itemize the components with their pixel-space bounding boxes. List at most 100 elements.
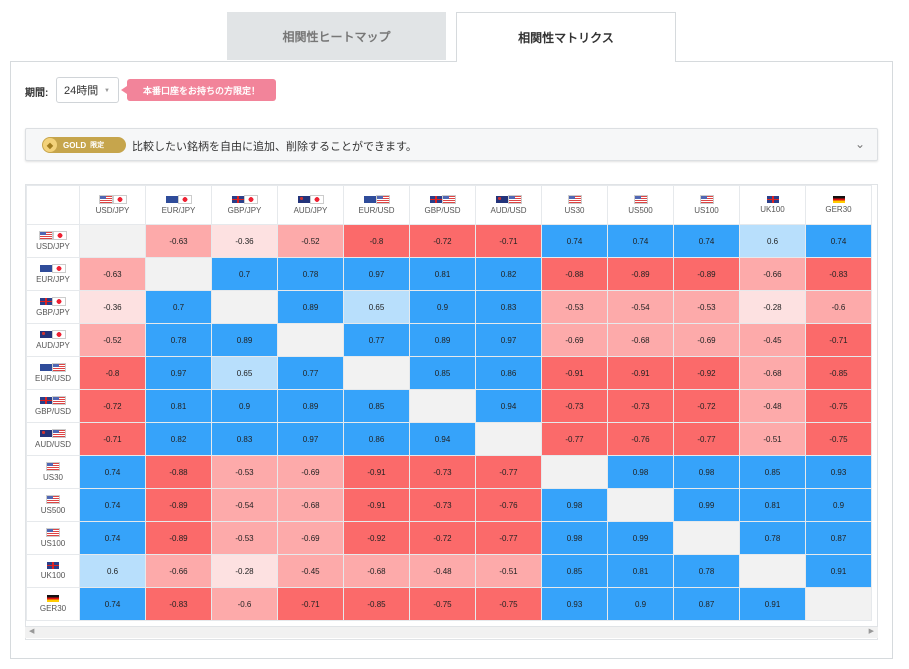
flag-jp-icon — [243, 194, 258, 204]
correlation-cell: 0.82 — [475, 257, 542, 291]
correlation-cell: 0.83 — [475, 290, 542, 324]
correlation-cell: 0.9 — [805, 488, 872, 522]
column-header: EUR/JPY — [145, 185, 212, 225]
column-header-label: USD/JPY — [95, 205, 130, 215]
expand-chevron-icon[interactable]: ⌄ — [854, 137, 865, 151]
correlation-cell: 0.74 — [607, 224, 674, 258]
tab-heatmap[interactable]: 相関性ヒートマップ — [227, 12, 446, 60]
period-select[interactable]: 24時間 ▼ — [56, 77, 119, 103]
correlation-cell: -0.52 — [79, 323, 146, 357]
correlation-cell: 0.74 — [79, 587, 146, 621]
correlation-cell: -0.68 — [739, 356, 806, 390]
correlation-cell: 0.77 — [343, 323, 410, 357]
correlation-cell: -0.72 — [79, 389, 146, 423]
correlation-cell: 0.87 — [805, 521, 872, 555]
correlation-cell: 0.78 — [277, 257, 344, 291]
correlation-cell: 0.81 — [739, 488, 806, 522]
column-header: GER30 — [805, 185, 872, 225]
flag-jp-icon — [52, 263, 66, 273]
correlation-cell: -0.28 — [739, 290, 806, 324]
tab-matrix[interactable]: 相関性マトリクス — [456, 12, 676, 62]
correlation-cell: 0.6 — [79, 554, 146, 588]
correlation-cell: -0.92 — [343, 521, 410, 555]
row-header-label: GER30 — [39, 603, 67, 613]
column-header: EUR/USD — [343, 185, 410, 225]
correlation-cell: -0.73 — [409, 488, 476, 522]
correlation-cell: -0.71 — [475, 224, 542, 258]
correlation-cell: 0.7 — [211, 257, 278, 291]
correlation-cell: 0.94 — [475, 389, 542, 423]
correlation-cell: -0.48 — [739, 389, 806, 423]
horizontal-scrollbar[interactable]: ◀ ▶ — [25, 626, 878, 638]
correlation-cell: -0.75 — [805, 422, 872, 456]
correlation-cell: -0.91 — [343, 488, 410, 522]
flag-de-icon — [47, 594, 59, 602]
column-header: GBP/JPY — [211, 185, 278, 225]
flag-us-icon — [52, 362, 66, 372]
correlation-cell: -0.73 — [541, 389, 608, 423]
correlation-cell: 0.65 — [343, 290, 410, 324]
correlation-cell: -0.68 — [607, 323, 674, 357]
row-header-label: US500 — [40, 505, 66, 515]
flag-us-icon — [46, 461, 60, 471]
gold-feature-bar[interactable]: ◆ GOLD 限定 比較したい銘柄を自由に追加、削除することができます。 ⌄ — [25, 128, 878, 161]
flag-us-icon — [46, 494, 60, 504]
correlation-cell: -0.89 — [673, 257, 740, 291]
correlation-cell: 0.82 — [145, 422, 212, 456]
correlation-cell: 0.91 — [739, 587, 806, 621]
diagonal-cell — [343, 356, 410, 390]
correlation-cell: -0.8 — [343, 224, 410, 258]
gold-badge: ◆ GOLD 限定 — [42, 137, 126, 153]
correlation-cell: 0.93 — [541, 587, 608, 621]
column-header: USD/JPY — [79, 185, 146, 225]
flag-us-icon — [98, 194, 113, 204]
correlation-cell: -0.8 — [79, 356, 146, 390]
diagonal-cell — [805, 587, 872, 621]
scroll-left-icon[interactable]: ◀ — [29, 628, 35, 635]
row-header-label: GBP/USD — [34, 406, 71, 416]
row-header: UK100 — [26, 554, 80, 588]
correlation-cell: -0.6 — [211, 587, 278, 621]
correlation-cell: -0.71 — [79, 422, 146, 456]
correlation-cell: 0.78 — [673, 554, 740, 588]
correlation-cell: -0.76 — [607, 422, 674, 456]
correlation-cell: 0.86 — [475, 356, 542, 390]
correlation-cell: -0.89 — [145, 488, 212, 522]
correlation-cell: 0.83 — [211, 422, 278, 456]
row-header: GBP/USD — [26, 389, 80, 423]
gold-coin-icon: ◆ — [43, 138, 57, 152]
correlation-cell: 0.74 — [79, 488, 146, 522]
scroll-right-icon[interactable]: ▶ — [868, 628, 874, 635]
correlation-cell: -0.51 — [739, 422, 806, 456]
correlation-cell: -0.69 — [541, 323, 608, 357]
diagonal-cell — [409, 389, 476, 423]
correlation-cell: -0.6 — [805, 290, 872, 324]
correlation-cell: -0.85 — [343, 587, 410, 621]
correlation-cell: 0.89 — [277, 389, 344, 423]
correlation-cell: 0.74 — [79, 455, 146, 489]
correlation-cell: 0.89 — [277, 290, 344, 324]
column-header-label: AUD/JPY — [293, 205, 328, 215]
correlation-cell: -0.92 — [673, 356, 740, 390]
correlation-cell: -0.72 — [409, 521, 476, 555]
table-row: US30 0.74 -0.88 -0.53 -0.69 -0.91 -0.73 -0.77 0.… — [26, 455, 872, 489]
row-header: GER30 — [26, 587, 80, 621]
table-row: GBP/USD -0.72 0.81 0.9 0.89 0.85 0.94 -0.73 -0.7… — [26, 389, 872, 423]
correlation-cell: -0.28 — [211, 554, 278, 588]
correlation-cell: -0.54 — [607, 290, 674, 324]
correlation-cell: -0.88 — [145, 455, 212, 489]
column-header-label: GER30 — [825, 204, 852, 214]
correlation-cell: -0.83 — [805, 257, 872, 291]
correlation-cell: 0.93 — [805, 455, 872, 489]
flag-gb-icon — [766, 195, 779, 203]
correlation-cell: 0.7 — [145, 290, 212, 324]
table-row: UK100 0.6 -0.66 -0.28 -0.45 -0.68 -0.48 -0.51 0.… — [26, 554, 872, 588]
flag-us-icon — [567, 194, 582, 204]
row-header: US100 — [26, 521, 80, 555]
row-header: USD/JPY — [26, 224, 80, 258]
flag-jp-icon — [112, 194, 127, 204]
column-header-label: US500 — [628, 205, 653, 215]
column-header: US30 — [541, 185, 608, 225]
column-header: AUD/USD — [475, 185, 542, 225]
flag-us-icon — [375, 194, 390, 204]
